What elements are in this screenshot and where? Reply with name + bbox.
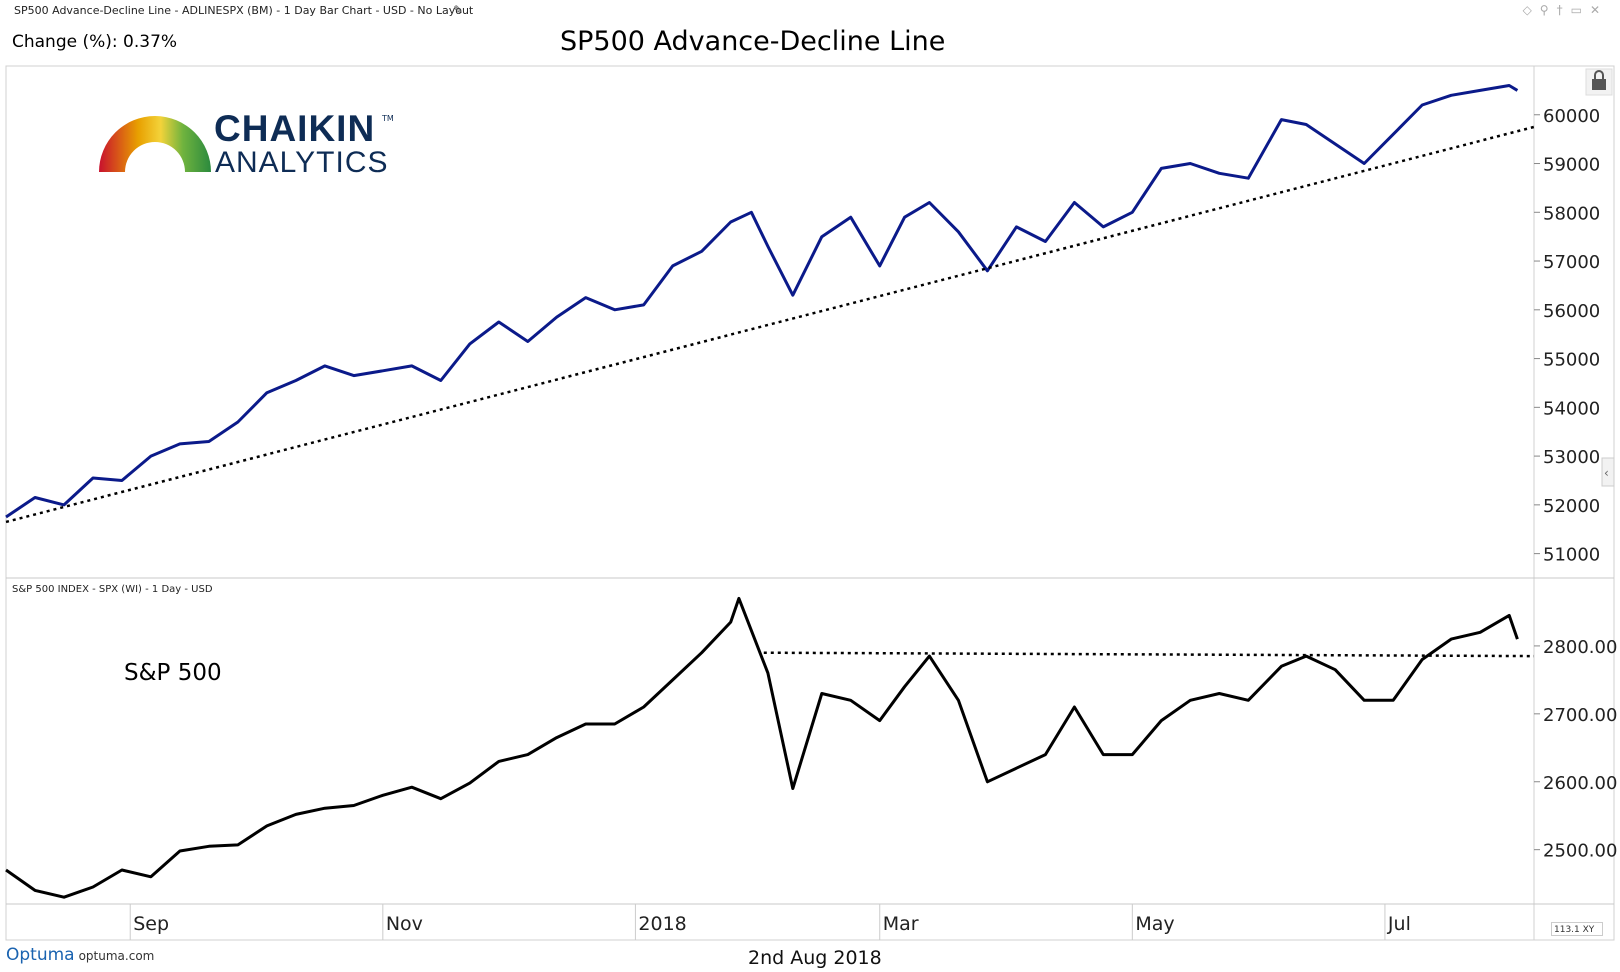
lock-icon[interactable] (1585, 68, 1613, 96)
zoom-suffix: XY (1582, 925, 1595, 935)
spx-panel-header: S&P 500 INDEX - SPX (WI) - 1 Day - USD (12, 584, 213, 595)
ad-line-panel: 51000 52000 53000 54000 55000 56000 57000 58000… (5, 84, 1600, 566)
change-readout: Change (%): 0.37% (12, 32, 178, 52)
optuma-brand: Optuma optuma.com (6, 945, 154, 965)
close-icon[interactable]: ✕ (1589, 3, 1608, 17)
ad-y-tick-label: 52000 (1543, 496, 1600, 517)
chart-frame (5, 65, 1615, 941)
chaikin-logo-arc (99, 116, 211, 172)
window-controls: ◇⚲†▭✕ (1523, 3, 1608, 17)
ad-y-tick-label: 58000 (1543, 203, 1600, 224)
logo-tm: TM (382, 114, 394, 123)
logo-subtitle: ANALYTICS (215, 146, 389, 179)
chart-title: SP500 Advance-Decline Line (560, 26, 946, 57)
x-tick-label: Mar (883, 913, 919, 935)
x-tick-label: Jul (1387, 913, 1411, 935)
edit-pencil-icon[interactable]: ✎ (453, 3, 464, 17)
x-tick-label: 2018 (638, 913, 686, 935)
window-icon[interactable]: ▭ (1570, 3, 1590, 17)
spx-y-tick-label: 2600.00 (1543, 773, 1617, 794)
svg-text:‹: ‹ (1604, 466, 1609, 480)
ad-y-tick-label: 56000 (1543, 301, 1600, 322)
diamond-icon[interactable]: ◇ (1522, 3, 1540, 17)
spx-series-line (5, 596, 1519, 899)
ad-y-tick-label: 60000 (1543, 106, 1600, 127)
ad-series-line (5, 84, 1519, 519)
optuma-domain[interactable]: optuma.com (78, 949, 155, 963)
collapse-panel-icon[interactable]: ‹ (1601, 457, 1615, 487)
x-axis-ticks: Sep Nov 2018 Mar May Jul (129, 904, 1411, 940)
footer-date: 2nd Aug 2018 (748, 947, 882, 969)
ad-y-tick-label: 53000 (1543, 447, 1600, 468)
zoom-readout[interactable]: 113.1 XY (1551, 922, 1603, 936)
chart-header-title: SP500 Advance-Decline Line - ADLINESPX (… (14, 4, 474, 17)
optuma-logo-text: Optuma (6, 945, 75, 965)
ad-y-tick-label: 55000 (1543, 350, 1600, 371)
ad-y-tick-label: 51000 (1543, 545, 1600, 566)
zoom-value: 113.1 (1554, 925, 1580, 935)
dagger-icon[interactable]: † (1556, 3, 1571, 17)
spx-y-tick-label: 2500.00 (1543, 841, 1617, 862)
x-tick-label: Nov (386, 913, 423, 935)
spx-panel: 2500.00 2600.00 2700.00 2800.00 (5, 596, 1617, 899)
spx-resistance (763, 651, 1535, 658)
spx-label: S&P 500 (124, 660, 222, 686)
spx-y-tick-label: 2700.00 (1543, 705, 1617, 726)
ad-trendline (5, 125, 1535, 524)
x-tick-label: May (1135, 913, 1174, 935)
spx-y-tick-label: 2800.00 (1543, 637, 1617, 658)
ad-y-tick-label: 59000 (1543, 155, 1600, 176)
x-tick-label: Sep (133, 913, 169, 935)
pin-icon[interactable]: ⚲ (1539, 3, 1557, 17)
ad-y-tick-label: 54000 (1543, 398, 1600, 419)
logo-name: CHAIKIN (214, 108, 376, 149)
ad-y-tick-label: 57000 (1543, 252, 1600, 273)
